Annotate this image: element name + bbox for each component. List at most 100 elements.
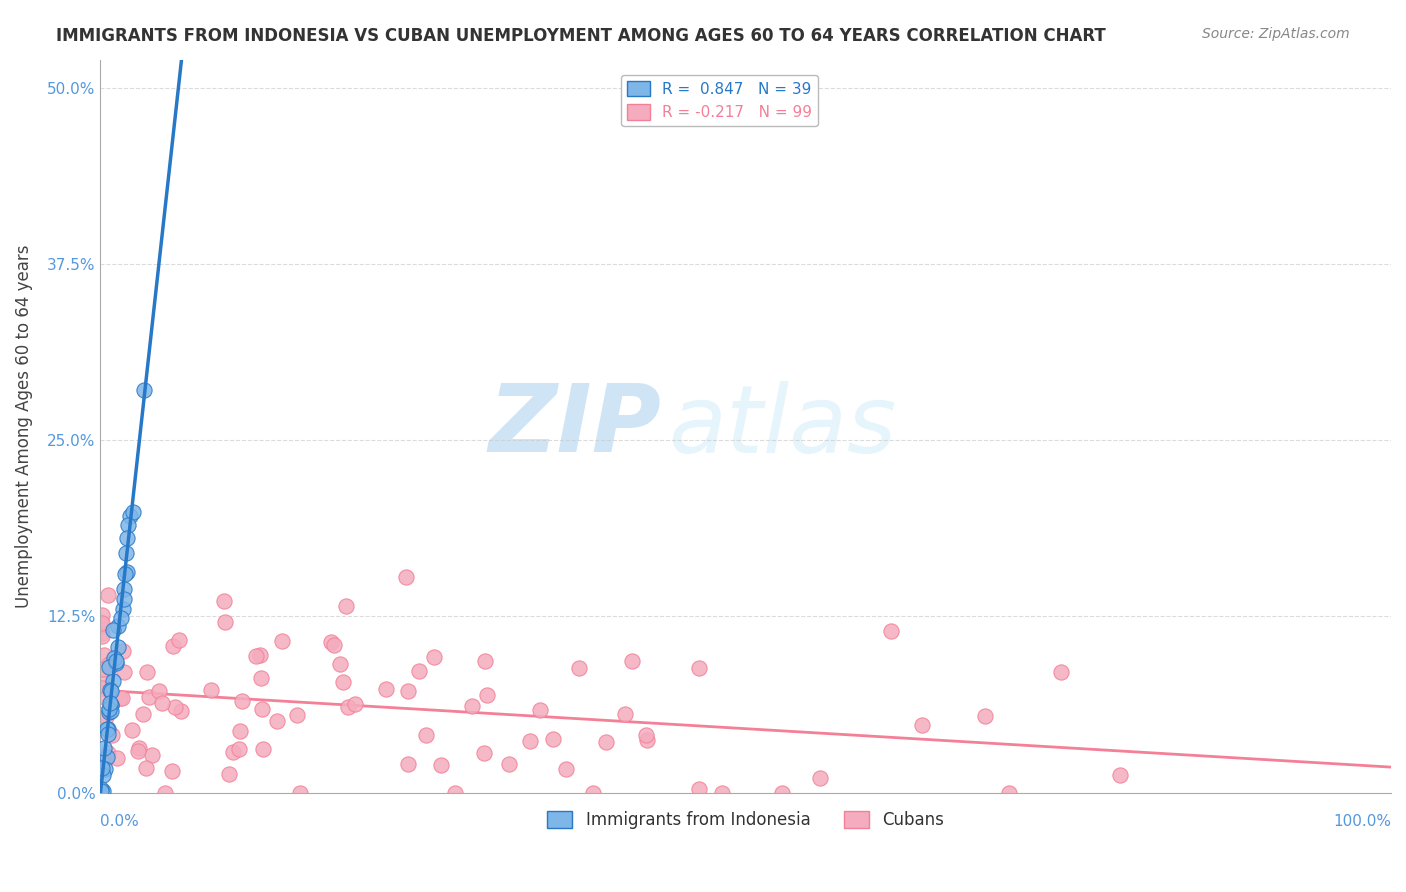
Point <box>100 698 122 713</box>
Point <box>519 733 541 747</box>
Point <box>90 616 112 631</box>
Text: Source: ZipAtlas.com: Source: ZipAtlas.com <box>1202 27 1350 41</box>
Point <box>429 757 451 772</box>
Point <box>112 582 135 596</box>
Point <box>335 599 357 614</box>
Point <box>117 518 139 533</box>
Point <box>285 707 308 722</box>
Point <box>266 714 288 728</box>
Point <box>90 755 112 769</box>
Point <box>153 786 176 800</box>
Point <box>111 643 134 657</box>
Point <box>105 654 128 668</box>
Point <box>150 697 173 711</box>
Point <box>443 786 465 800</box>
Text: IMMIGRANTS FROM INDONESIA VS CUBAN UNEMPLOYMENT AMONG AGES 60 TO 64 YEARS CORREL: IMMIGRANTS FROM INDONESIA VS CUBAN UNEMP… <box>56 27 1107 45</box>
Point <box>212 594 235 608</box>
Point <box>121 723 143 738</box>
Point <box>1050 665 1073 679</box>
Point <box>135 761 157 775</box>
Point <box>98 696 121 710</box>
Point <box>90 672 112 686</box>
Point <box>97 746 120 760</box>
Point <box>688 661 710 675</box>
Point <box>620 654 643 668</box>
Point <box>554 762 576 776</box>
Point <box>613 707 636 722</box>
Point <box>121 505 143 519</box>
Point <box>461 699 484 714</box>
Point <box>396 757 419 772</box>
Point <box>541 731 564 746</box>
Point <box>1108 768 1130 782</box>
Point <box>90 782 112 797</box>
Point <box>808 772 831 786</box>
Point <box>97 701 120 715</box>
Point <box>90 681 112 695</box>
Point <box>250 671 273 685</box>
Point <box>111 601 134 615</box>
Point <box>498 756 520 771</box>
Point <box>160 764 183 779</box>
Point <box>329 657 352 672</box>
Point <box>249 648 271 662</box>
Point <box>100 704 122 718</box>
Point <box>167 633 190 648</box>
Point <box>105 656 128 670</box>
Point <box>136 665 159 679</box>
Point <box>107 618 129 632</box>
Point <box>475 688 498 702</box>
Point <box>529 703 551 717</box>
Point <box>101 623 124 637</box>
Point <box>132 707 155 722</box>
Point <box>911 718 934 732</box>
Point <box>271 633 294 648</box>
Point <box>997 786 1019 800</box>
Point <box>974 709 997 723</box>
Point <box>636 732 658 747</box>
Point <box>222 745 245 759</box>
Point <box>148 683 170 698</box>
Point <box>107 640 129 655</box>
Point <box>218 767 240 781</box>
Point <box>138 690 160 704</box>
Point <box>472 746 495 760</box>
Point <box>141 748 163 763</box>
Point <box>231 694 253 708</box>
Point <box>100 698 122 712</box>
Point <box>97 588 120 602</box>
Point <box>91 784 114 798</box>
Text: ZIP: ZIP <box>489 380 662 472</box>
Point <box>103 651 125 665</box>
Point <box>105 751 128 765</box>
Point <box>90 784 112 798</box>
Point <box>688 782 710 797</box>
Text: atlas: atlas <box>668 381 897 472</box>
Point <box>770 786 793 800</box>
Point <box>98 657 121 671</box>
Point <box>103 673 125 688</box>
Point <box>97 727 120 741</box>
Point <box>374 682 396 697</box>
Point <box>408 665 430 679</box>
Point <box>91 662 114 676</box>
Point <box>288 786 311 800</box>
Text: 0.0%: 0.0% <box>100 814 139 829</box>
Point <box>96 722 118 736</box>
Point <box>396 684 419 698</box>
Point <box>98 683 121 698</box>
Point <box>94 762 117 776</box>
Point <box>110 611 132 625</box>
Point <box>127 744 149 758</box>
Point <box>90 607 112 622</box>
Point <box>100 684 122 698</box>
Point <box>228 741 250 756</box>
Point <box>880 624 903 638</box>
Point <box>245 649 267 664</box>
Point <box>395 570 418 584</box>
Point <box>319 635 342 649</box>
Point <box>343 698 366 712</box>
Point <box>423 649 446 664</box>
Point <box>595 735 617 749</box>
Text: 100.0%: 100.0% <box>1333 814 1391 829</box>
